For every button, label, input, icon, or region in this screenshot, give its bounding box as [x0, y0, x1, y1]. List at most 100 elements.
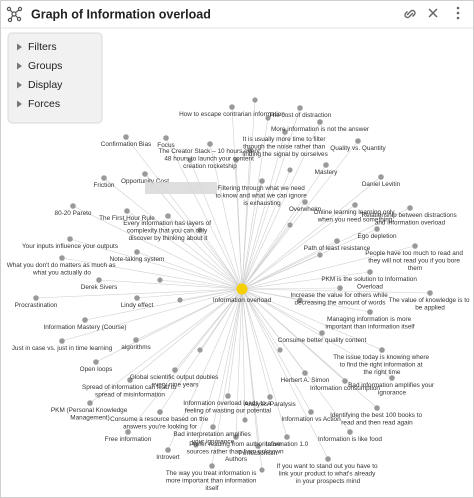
- node[interactable]: [252, 97, 258, 103]
- node[interactable]: [127, 377, 133, 383]
- node[interactable]: [187, 157, 193, 163]
- node[interactable]: [229, 104, 235, 110]
- node-label: The First Hour Rule: [99, 215, 155, 222]
- node[interactable]: [347, 429, 353, 435]
- node[interactable]: [427, 290, 433, 296]
- edges: [35, 99, 431, 471]
- node[interactable]: [317, 119, 323, 125]
- edge: [241, 287, 341, 290]
- node[interactable]: [207, 141, 213, 147]
- node[interactable]: [379, 347, 385, 353]
- panel-section[interactable]: Groups: [28, 60, 62, 72]
- node[interactable]: [82, 317, 88, 323]
- node[interactable]: [367, 269, 373, 275]
- panel-section[interactable]: Filters: [28, 41, 57, 53]
- close-icon[interactable]: [428, 8, 438, 18]
- node[interactable]: [165, 447, 171, 453]
- node[interactable]: [337, 285, 343, 291]
- panel-section[interactable]: Display: [28, 79, 63, 91]
- node[interactable]: [210, 424, 216, 430]
- node[interactable]: [265, 115, 271, 121]
- node[interactable]: [101, 175, 107, 181]
- node[interactable]: [233, 157, 239, 163]
- node[interactable]: [33, 295, 39, 301]
- node[interactable]: [96, 277, 102, 283]
- node-label: algorithms: [121, 344, 150, 351]
- node[interactable]: [302, 199, 308, 205]
- edge: [241, 117, 269, 290]
- node[interactable]: [125, 429, 131, 435]
- more-icon[interactable]: [456, 6, 460, 20]
- panel-section[interactable]: Forces: [28, 98, 60, 110]
- center-node[interactable]: [236, 283, 248, 295]
- node[interactable]: [308, 409, 314, 415]
- node[interactable]: [277, 347, 283, 353]
- collapse-arrow[interactable]: [17, 81, 22, 89]
- node[interactable]: [177, 297, 183, 303]
- node[interactable]: [342, 378, 348, 384]
- node[interactable]: [70, 203, 76, 209]
- node[interactable]: [134, 249, 140, 255]
- node[interactable]: [67, 236, 73, 242]
- node-label: Spread of information can lead to spread…: [82, 384, 178, 398]
- collapse-arrow[interactable]: [17, 43, 22, 51]
- node-label: It is usually more time to filter throug…: [242, 136, 328, 158]
- node[interactable]: [317, 252, 323, 258]
- node[interactable]: [412, 243, 418, 249]
- node[interactable]: [93, 359, 99, 365]
- node[interactable]: [407, 205, 413, 211]
- node[interactable]: [197, 227, 203, 233]
- node[interactable]: [123, 134, 129, 140]
- node[interactable]: [282, 129, 288, 135]
- node[interactable]: [374, 226, 380, 232]
- node[interactable]: [163, 135, 169, 141]
- node[interactable]: [259, 178, 265, 184]
- node[interactable]: [389, 375, 395, 381]
- node[interactable]: [247, 147, 253, 153]
- node[interactable]: [267, 394, 273, 400]
- node[interactable]: [157, 409, 163, 415]
- link-icon[interactable]: [404, 9, 416, 19]
- node[interactable]: [355, 138, 361, 144]
- node[interactable]: [242, 417, 248, 423]
- node[interactable]: [172, 367, 178, 373]
- collapse-arrow[interactable]: [17, 62, 22, 70]
- node[interactable]: [374, 405, 380, 411]
- node-label: What you don't do matters as much as wha…: [7, 262, 118, 276]
- edge: [195, 288, 243, 446]
- node[interactable]: [87, 400, 93, 406]
- node[interactable]: [325, 456, 331, 462]
- node[interactable]: [197, 347, 203, 353]
- node[interactable]: [134, 295, 140, 301]
- node-label: Global scientific output doubles every n…: [130, 374, 220, 388]
- node[interactable]: [255, 443, 261, 449]
- node[interactable]: [319, 330, 325, 336]
- node[interactable]: [233, 434, 239, 440]
- node[interactable]: [334, 238, 340, 244]
- node[interactable]: [284, 434, 290, 440]
- node[interactable]: [157, 277, 163, 283]
- node[interactable]: [124, 208, 130, 214]
- node-label: Information vs Action: [281, 416, 341, 423]
- node[interactable]: [59, 338, 65, 344]
- node[interactable]: [259, 467, 265, 473]
- node[interactable]: [193, 442, 199, 448]
- node[interactable]: [297, 105, 303, 111]
- node[interactable]: [378, 174, 384, 180]
- node[interactable]: [287, 222, 293, 228]
- node[interactable]: [209, 463, 215, 469]
- node[interactable]: [287, 167, 293, 173]
- collapse-arrow[interactable]: [17, 100, 22, 108]
- node[interactable]: [367, 309, 373, 315]
- node[interactable]: [302, 370, 308, 376]
- node[interactable]: [59, 255, 65, 261]
- node[interactable]: [133, 337, 139, 343]
- node[interactable]: [297, 297, 303, 303]
- edge: [241, 288, 378, 409]
- node[interactable]: [225, 393, 231, 399]
- node[interactable]: [323, 162, 329, 168]
- node-label: Just in case vs. just in time learning: [12, 345, 113, 352]
- node[interactable]: [142, 171, 148, 177]
- node[interactable]: [352, 202, 358, 208]
- node[interactable]: [165, 213, 171, 219]
